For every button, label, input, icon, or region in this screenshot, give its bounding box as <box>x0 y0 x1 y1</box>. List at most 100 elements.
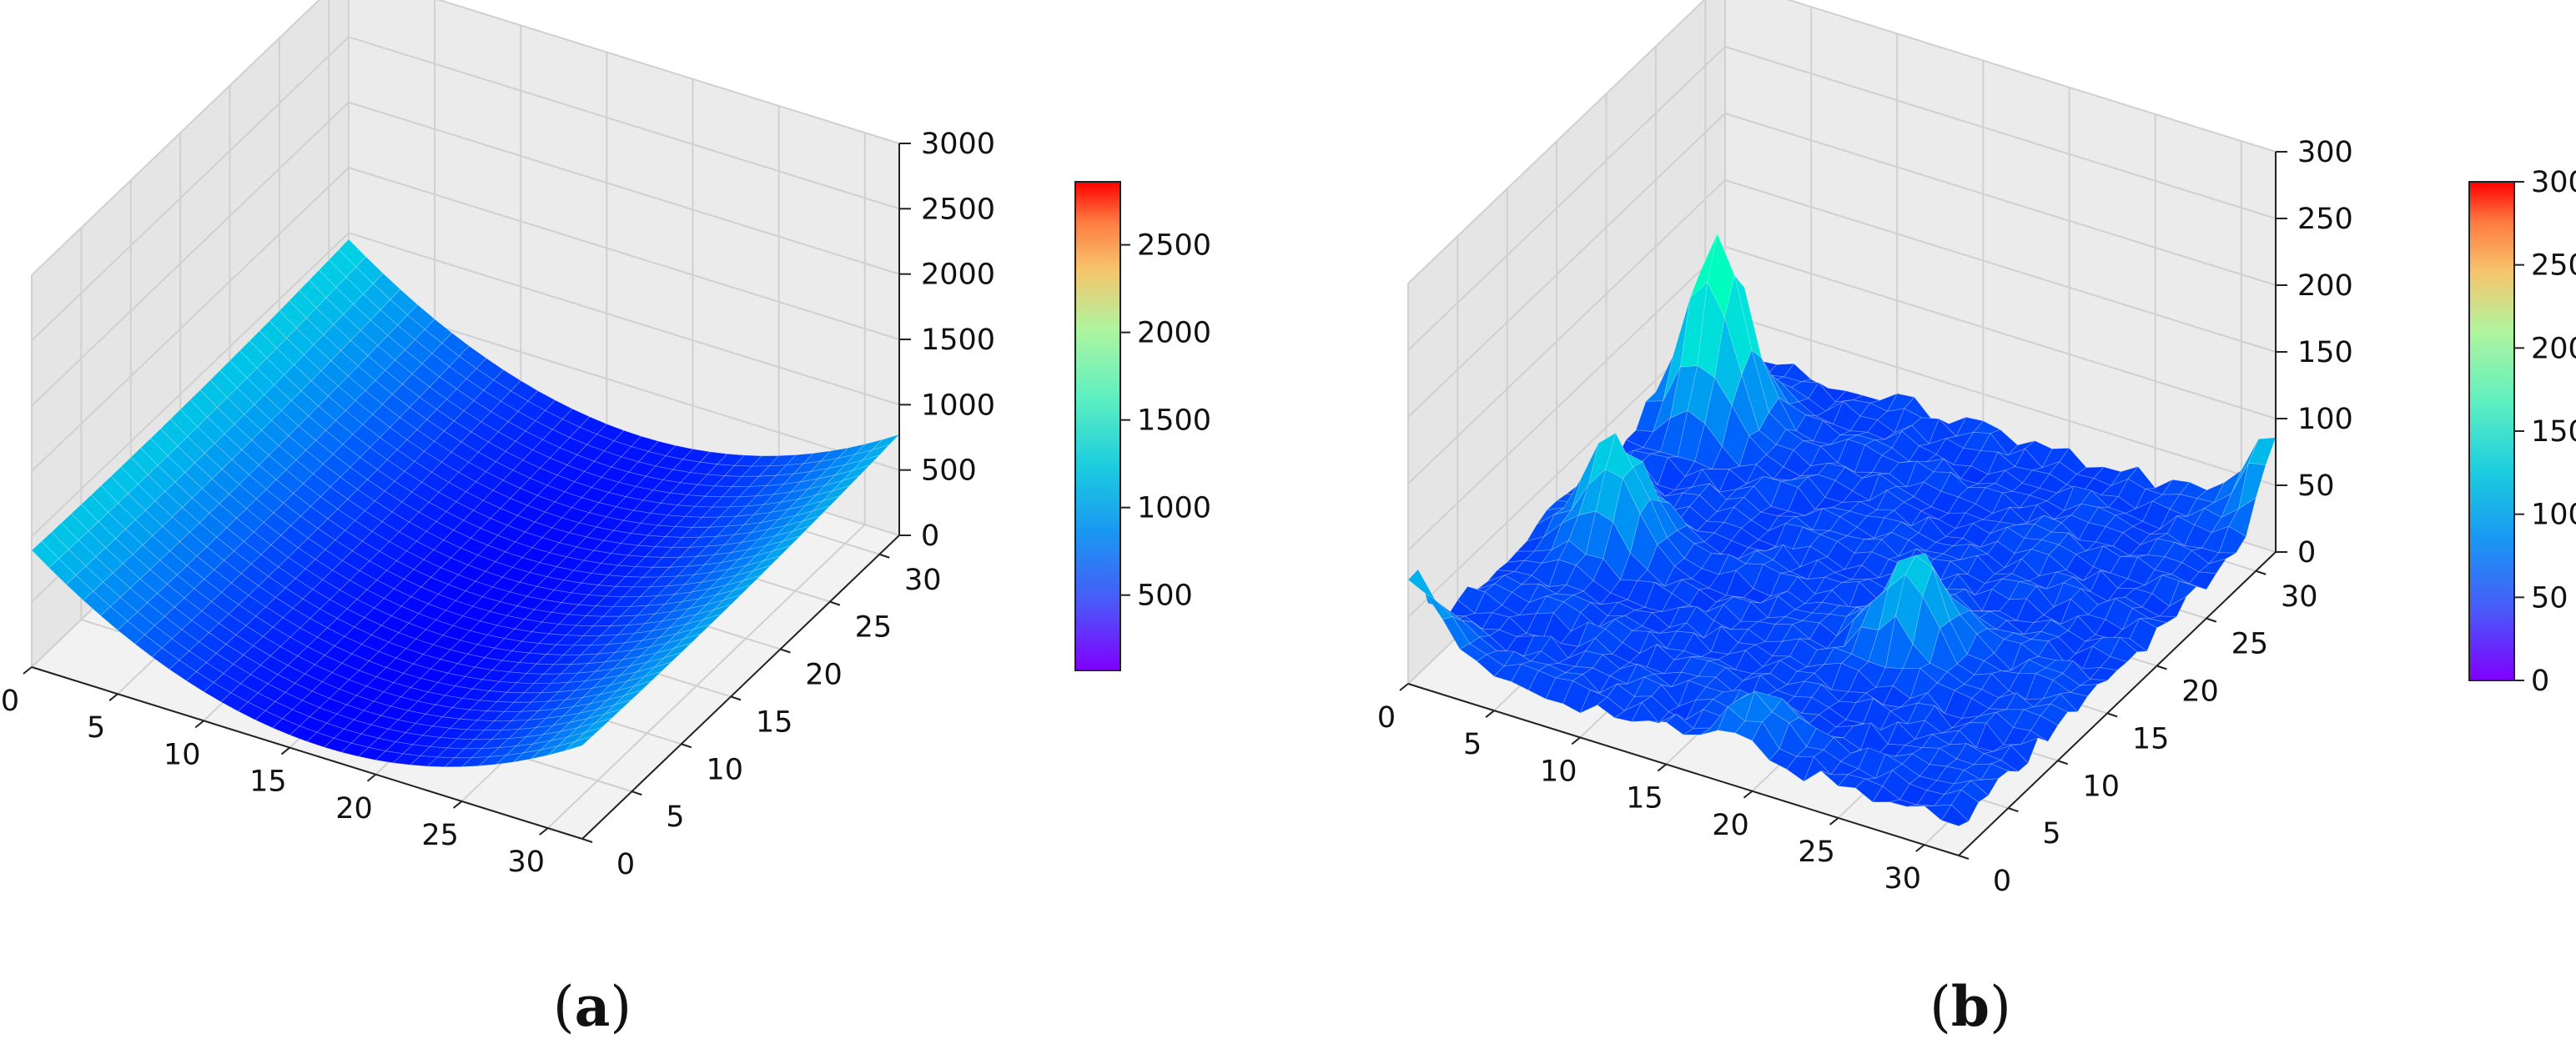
surface-facet <box>614 690 642 705</box>
surface-facet <box>2158 595 2188 617</box>
z-tick-label: 250 <box>2297 203 2353 236</box>
y-tick-label: 0 <box>1993 865 2011 898</box>
grid-line <box>1407 0 1706 284</box>
surface-facet <box>762 545 791 562</box>
y-tick-label: 30 <box>904 564 942 597</box>
surface-facet <box>693 614 722 630</box>
z-tick-label: 3000 <box>921 128 995 161</box>
y-tick-mark <box>2156 665 2167 670</box>
x-tick-label: 0 <box>1377 701 1396 735</box>
surface-facet <box>1940 804 1970 827</box>
surface-facet <box>624 680 652 696</box>
surface-facet <box>792 515 821 532</box>
y-tick-mark <box>730 695 742 701</box>
surface-facet <box>644 661 672 677</box>
grid-line <box>348 167 900 340</box>
colorbar-tick-label: 50 <box>2531 581 2568 615</box>
z-tick-label: 300 <box>2297 136 2353 169</box>
grid-line <box>436 0 900 144</box>
grid-line <box>1407 246 1726 551</box>
surface-facet <box>851 454 881 472</box>
x-tick-mark <box>1571 736 1581 745</box>
panel-a-surface <box>31 238 901 768</box>
surface-facet <box>634 670 662 687</box>
surface-facet <box>703 604 732 620</box>
grid-line <box>348 101 900 275</box>
colorbar-tick-label: 150 <box>2531 415 2576 449</box>
y-tick-label: 5 <box>2042 817 2060 851</box>
grid-line <box>1724 179 2277 353</box>
colorbar-tick-label: 200 <box>2531 332 2576 365</box>
x-tick-mark <box>1743 790 1753 799</box>
surface-facet <box>813 495 841 512</box>
grid-line <box>1407 179 1726 484</box>
y-tick-label: 5 <box>666 801 684 834</box>
y-tick-mark <box>681 743 692 749</box>
x-tick-label: 15 <box>249 765 287 799</box>
z-tick-label: 100 <box>2297 403 2353 436</box>
z-tick-label: 150 <box>2297 336 2353 369</box>
x-tick-mark <box>366 773 377 782</box>
y-tick-mark <box>1958 855 1970 860</box>
z-tick-label: 50 <box>2297 469 2335 503</box>
y-tick-label: 10 <box>2082 770 2120 803</box>
caption-close-paren: ) <box>1990 975 2011 1039</box>
y-axis-line <box>1958 551 2277 856</box>
x-tick-mark <box>194 720 204 729</box>
surface-facet <box>782 525 811 542</box>
surface-facet <box>2060 691 2089 713</box>
x-tick-label: 5 <box>1463 728 1482 761</box>
x-axis-line <box>1407 683 1960 856</box>
y-tick-label: 20 <box>805 659 843 692</box>
y-tick-mark <box>2008 807 2019 813</box>
y-tick-mark <box>631 790 642 796</box>
grid-line <box>1724 113 2277 286</box>
grid-line <box>1724 313 2277 486</box>
colorbar-tick-label: 1000 <box>1137 492 1211 525</box>
surface-facet <box>723 585 752 601</box>
y-tick-label: 30 <box>2281 580 2318 614</box>
surface-facet <box>1950 789 1980 822</box>
panel-a-caption: (a) <box>553 974 631 1039</box>
x-tick-label: 25 <box>421 819 459 852</box>
grid-line <box>31 0 320 276</box>
x-tick-label: 0 <box>1 685 19 718</box>
x-tick-mark <box>539 827 549 836</box>
caption-open-paren: ( <box>553 975 575 1039</box>
y-tick-label: 0 <box>616 848 635 881</box>
side-pane <box>1408 0 1725 684</box>
colorbar-tick-label: 0 <box>2531 665 2549 698</box>
surface-facet <box>2020 730 2049 745</box>
colorbar-gradient <box>2468 181 2515 681</box>
grid-line <box>348 232 900 406</box>
x-tick-mark <box>1915 844 1925 852</box>
grid-line <box>1407 113 1726 418</box>
y-tick-mark <box>2255 570 2267 575</box>
x-tick-label: 30 <box>507 846 545 879</box>
x-tick-label: 30 <box>1884 862 1921 896</box>
x-tick-label: 15 <box>1626 782 1663 816</box>
z-tick-label: 0 <box>921 519 939 553</box>
surface-facet <box>2228 497 2257 538</box>
x-tick-label: 5 <box>87 711 105 745</box>
x-tick-mark <box>1485 710 1495 718</box>
z-tick-label: 2000 <box>921 258 995 292</box>
x-tick-mark <box>280 746 290 755</box>
surface-facet <box>1990 760 2020 772</box>
colorbar-tick-label: 2000 <box>1137 317 1211 350</box>
colorbar-tick-label: 2500 <box>1137 229 1211 263</box>
caption-letter: b <box>1951 974 1990 1039</box>
grid-line <box>31 232 350 538</box>
y-tick-label: 15 <box>2132 722 2170 755</box>
x-tick-mark <box>1829 817 1839 826</box>
caption-close-paren: ) <box>610 975 631 1039</box>
x-tick-mark <box>108 693 118 701</box>
surface-facet <box>2030 715 2059 742</box>
surface-facet <box>832 474 860 492</box>
y-tick-mark <box>2106 712 2118 718</box>
surface-facet <box>842 464 870 481</box>
colorbar-tick-label: 500 <box>1137 580 1193 613</box>
